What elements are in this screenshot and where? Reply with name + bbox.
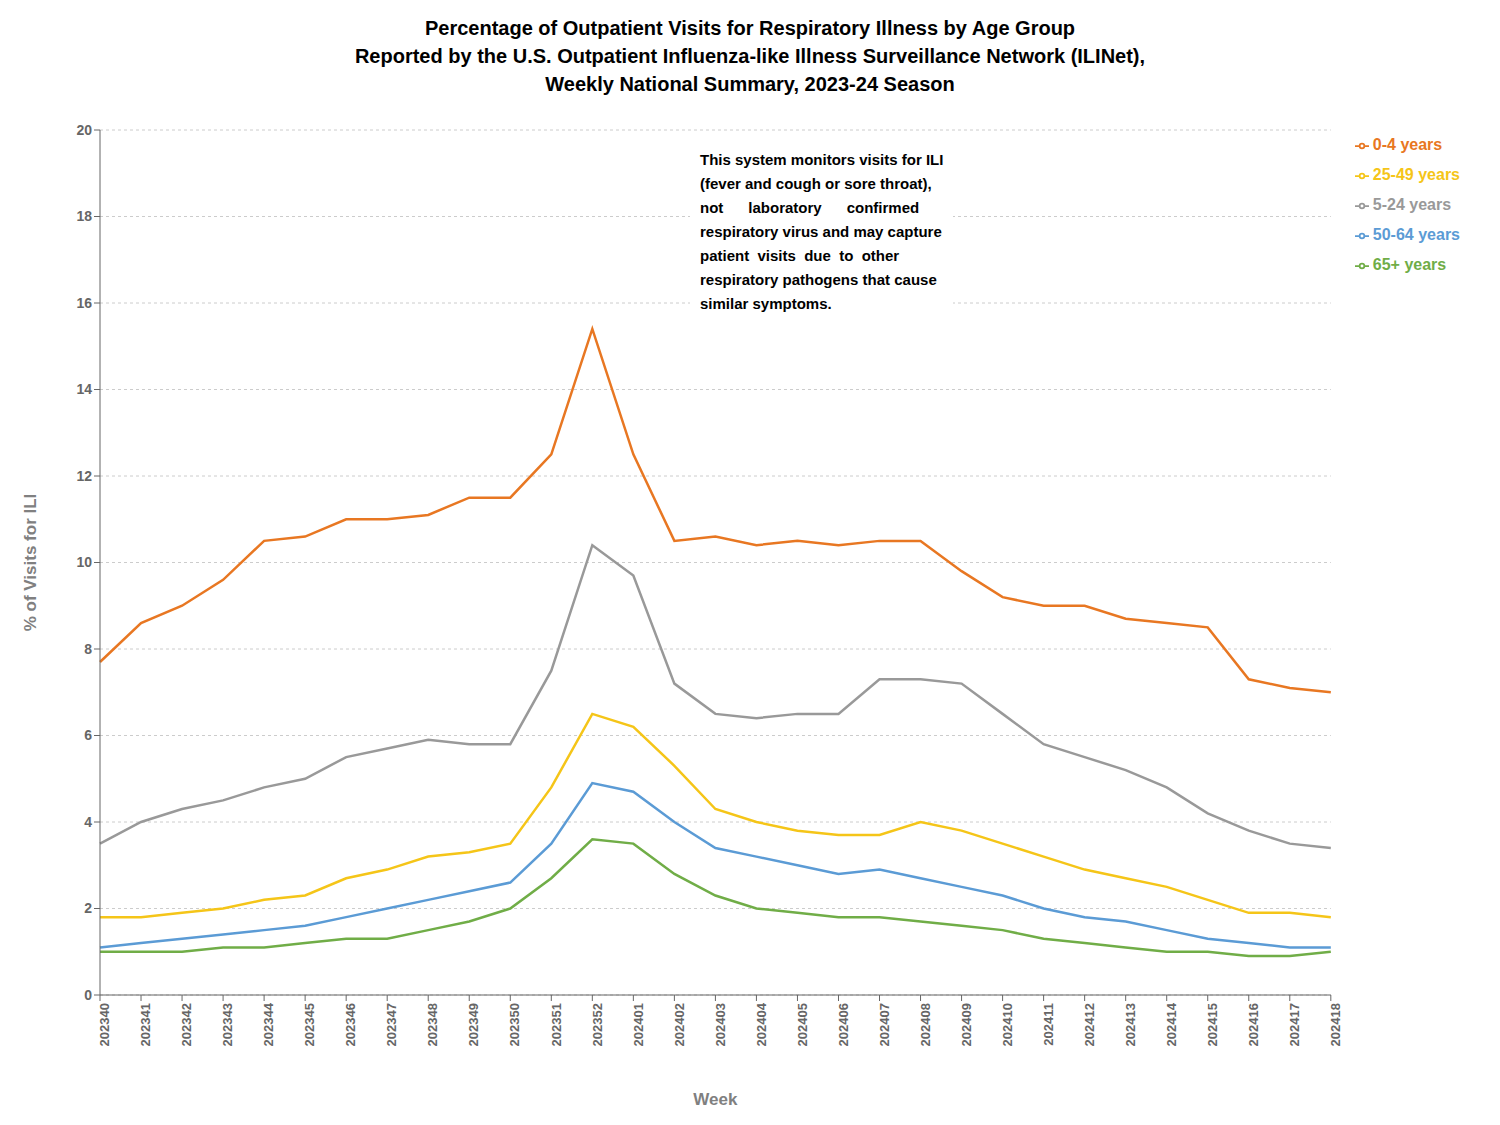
html-text:This system monitors visits fo: This system monitors visits for ILI (700, 151, 944, 168)
svg-text:202406: 202406 (836, 1003, 851, 1046)
svg-text:202345: 202345 (302, 1003, 317, 1046)
svg-text:202415: 202415 (1205, 1003, 1220, 1046)
svg-text:202407: 202407 (877, 1003, 892, 1046)
svg-text:202405: 202405 (795, 1003, 810, 1046)
svg-text:202348: 202348 (425, 1003, 440, 1046)
html-text:0-4 years: 0-4 years (1372, 136, 1443, 153)
svg-text:202411: 202411 (1041, 1003, 1056, 1046)
svg-text:2: 2 (84, 900, 92, 916)
svg-text:% of Visits for ILI: % of Visits for ILI (21, 494, 40, 632)
html-text:respiratory pathogens that cau: respiratory pathogens that cause (700, 271, 937, 288)
svg-text:14: 14 (76, 381, 92, 397)
svg-text:202404: 202404 (754, 1002, 769, 1046)
html-text:similar symptoms.: similar symptoms. (700, 295, 832, 312)
html-text:5-24 years: 5-24 years (1372, 196, 1452, 213)
html-text:Reported by the U.S. Outpatien: Reported by the U.S. Outpatient Influenz… (354, 45, 1146, 67)
svg-text:6: 6 (84, 727, 92, 743)
html-text:25-49 years: 25-49 years (1372, 166, 1460, 183)
html-text:Percentage of Outpatient Visit: Percentage of Outpatient Visits for Resp… (424, 17, 1076, 39)
svg-text:202340: 202340 (97, 1003, 112, 1046)
svg-text:20: 20 (76, 122, 92, 138)
html-text:(fever and cough or sore throa: (fever and cough or sore throat), (700, 175, 932, 192)
svg-text:202408: 202408 (918, 1003, 933, 1046)
svg-text:Week: Week (693, 1090, 738, 1109)
svg-text:202402: 202402 (672, 1003, 687, 1046)
svg-text:202409: 202409 (959, 1003, 974, 1046)
svg-text:10: 10 (76, 554, 92, 570)
svg-text:4: 4 (84, 814, 92, 830)
svg-text:202351: 202351 (549, 1003, 564, 1046)
html-text:not laboratory confirmed: not laboratory confirmed (700, 199, 920, 216)
html-text:50-64 years: 50-64 years (1372, 226, 1460, 243)
svg-text:202346: 202346 (343, 1003, 358, 1046)
svg-text:202352: 202352 (590, 1003, 605, 1046)
svg-text:202417: 202417 (1287, 1003, 1302, 1046)
svg-text:202412: 202412 (1082, 1003, 1097, 1046)
svg-text:202401: 202401 (631, 1003, 646, 1046)
svg-text:202349: 202349 (466, 1003, 481, 1046)
svg-text:202347: 202347 (384, 1003, 399, 1046)
svg-text:202418: 202418 (1328, 1003, 1343, 1046)
svg-text:202416: 202416 (1246, 1003, 1261, 1046)
svg-text:18: 18 (76, 208, 92, 224)
svg-text:202403: 202403 (713, 1003, 728, 1046)
html-text:respiratory virus and may capt: respiratory virus and may capture (700, 223, 942, 240)
svg-text:202344: 202344 (261, 1002, 276, 1046)
html-text:Weekly National Summary, 2023-: Weekly National Summary, 2023-24 Season (545, 73, 955, 95)
svg-text:0: 0 (84, 987, 92, 1003)
html-text:patient visits due to other: patient visits due to other (700, 247, 900, 264)
svg-text:202343: 202343 (220, 1003, 235, 1046)
svg-text:202410: 202410 (1000, 1003, 1015, 1046)
svg-text:202413: 202413 (1123, 1003, 1138, 1046)
svg-text:8: 8 (84, 641, 92, 657)
svg-text:202341: 202341 (138, 1003, 153, 1046)
svg-text:12: 12 (76, 468, 92, 484)
svg-text:16: 16 (76, 295, 92, 311)
svg-text:202414: 202414 (1164, 1002, 1179, 1046)
html-text:65+ years: 65+ years (1372, 256, 1447, 273)
svg-text:202350: 202350 (508, 1003, 523, 1046)
svg-text:202342: 202342 (179, 1003, 194, 1046)
